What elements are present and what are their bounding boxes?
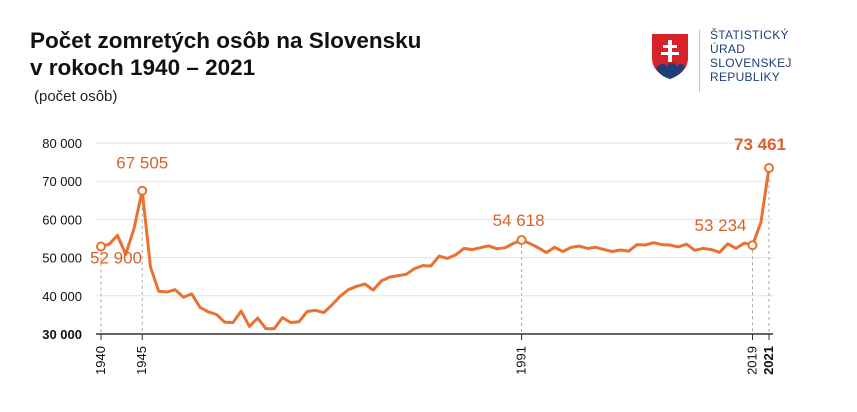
slovak-coat-of-arms-icon	[652, 34, 688, 79]
data-point-marker	[747, 240, 758, 251]
org-line-2: ÚRAD	[710, 42, 746, 56]
chart-title-line-1: Počet zomretých osôb na Slovensku	[30, 28, 422, 53]
data-point-marker	[137, 185, 148, 196]
logo-divider	[699, 30, 700, 92]
chart-title-line-2: v rokoch 1940 – 2021	[30, 55, 256, 80]
y-tick-label: 40 000	[42, 289, 82, 304]
y-tick-label: 80 000	[42, 136, 82, 151]
data-label: 67 505	[116, 154, 168, 173]
data-label: 53 234	[695, 216, 747, 235]
y-tick-label: 70 000	[42, 174, 82, 189]
data-point-marker	[516, 234, 527, 245]
x-tick-label: 2021	[761, 346, 776, 375]
data-label: 54 618	[493, 211, 545, 230]
org-line-4: REPUBLIKY	[710, 70, 781, 84]
y-tick-label: 30 000	[42, 327, 82, 342]
x-tick-label: 1991	[514, 346, 529, 375]
x-tick-label: 2019	[745, 346, 760, 375]
data-label: 52 900	[90, 249, 142, 268]
x-tick-label: 1940	[93, 346, 108, 375]
y-tick-label: 60 000	[42, 212, 82, 227]
y-tick-label: 50 000	[42, 251, 82, 266]
series-line	[99, 166, 771, 331]
org-line-1: ŠTATISTICKÝ	[710, 28, 789, 42]
chart-title: Počet zomretých osôb na Slovensku v roko…	[30, 27, 421, 81]
data-point-marker	[764, 162, 774, 173]
organization-name: ŠTATISTICKÝ ÚRAD SLOVENSKEJ REPUBLIKY	[710, 28, 792, 84]
org-line-3: SLOVENSKEJ	[710, 56, 792, 70]
statistical-office-logo: ŠTATISTICKÝ ÚRAD SLOVENSKEJ REPUBLIKY	[650, 28, 850, 98]
data-point-marker	[96, 241, 106, 252]
x-tick-label: 1945	[134, 346, 149, 375]
data-label: 73 461	[734, 135, 786, 154]
chart-subtitle: (počet osôb)	[34, 88, 118, 105]
